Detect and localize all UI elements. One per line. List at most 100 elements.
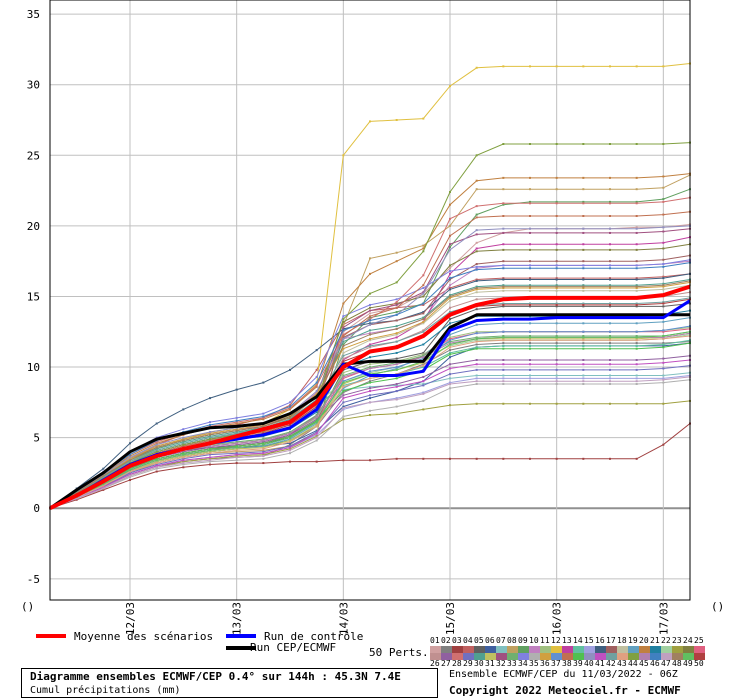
perturbation-point xyxy=(422,384,425,387)
perturbation-point xyxy=(75,498,78,501)
perturbation-point xyxy=(555,278,558,281)
perturbation-point xyxy=(529,200,531,203)
perturbation-point xyxy=(369,303,371,306)
perturbation-point xyxy=(555,374,558,377)
perturbation-point xyxy=(529,377,531,380)
perturbation-point xyxy=(449,243,451,246)
perturbation-point xyxy=(449,344,451,347)
perturbation-number: 44 xyxy=(628,659,638,668)
perturbation-point xyxy=(262,442,265,445)
perturbation-point xyxy=(475,402,478,405)
perturbation-point xyxy=(449,296,451,299)
perturbation-number: 40 xyxy=(584,659,594,668)
perturbation-point xyxy=(182,460,185,463)
perturbation-point xyxy=(449,246,451,249)
perturbation-point xyxy=(635,176,638,179)
perturbation-point xyxy=(182,466,185,469)
perturbation-point xyxy=(422,291,425,294)
perturbation-point xyxy=(209,445,211,448)
perturbation-point xyxy=(555,202,558,205)
perturbation-point xyxy=(609,457,611,460)
perturbation-point xyxy=(609,260,611,263)
perturbation-point xyxy=(235,442,238,445)
perturbation-point xyxy=(155,450,158,453)
perturbation-point xyxy=(315,385,318,388)
perturbation-point xyxy=(529,264,531,267)
perturbation-point xyxy=(529,143,531,145)
perturbation-point xyxy=(342,418,345,421)
perturbation-point xyxy=(529,322,531,325)
perturbation-point xyxy=(635,377,638,380)
perturbation-point xyxy=(475,291,478,294)
perturbation-point xyxy=(529,402,531,405)
perturbation-swatch xyxy=(595,653,606,660)
perturbation-point xyxy=(155,446,158,449)
perturbation-point xyxy=(635,226,638,229)
perturbation-point xyxy=(609,243,611,246)
perturbation-point xyxy=(582,322,585,325)
perturbation-point xyxy=(609,215,611,217)
perturbation-point xyxy=(609,302,611,305)
perturbation-point xyxy=(422,354,425,357)
perturbation-point xyxy=(609,303,611,306)
perturbation-point xyxy=(582,336,585,339)
perturbation-point xyxy=(422,343,425,346)
perturbation-point xyxy=(289,447,291,450)
perturbation-point xyxy=(129,476,131,479)
perturbation-point xyxy=(662,336,665,339)
perturbation-point xyxy=(342,337,345,340)
perturbation-point xyxy=(102,488,105,491)
perturbation-point xyxy=(395,332,398,335)
perturbation-point xyxy=(662,367,665,370)
perturbation-point xyxy=(289,438,291,441)
perturbation-swatch xyxy=(463,646,474,653)
perturbation-point xyxy=(609,335,611,337)
perturbation-point xyxy=(209,439,211,442)
perturbation-point xyxy=(289,439,291,442)
perturbation-point xyxy=(475,330,478,333)
perturbation-point xyxy=(235,428,238,431)
perturbation-number: 42 xyxy=(606,659,616,668)
perturbation-point xyxy=(235,453,238,456)
perturbation-swatch xyxy=(606,653,617,660)
perturbation-number: 49 xyxy=(683,659,693,668)
perturbation-number: 35 xyxy=(529,659,539,668)
perturbation-point xyxy=(529,302,531,305)
perturbation-line xyxy=(49,332,691,509)
perturbation-point xyxy=(182,443,185,446)
perturbation-point xyxy=(342,401,345,404)
perturbation-point xyxy=(475,347,478,350)
perturbation-point xyxy=(262,449,265,452)
perturbation-point xyxy=(529,368,531,371)
perturbation-point xyxy=(369,316,371,319)
perturbation-point xyxy=(395,390,398,393)
perturbation-point xyxy=(502,457,505,460)
perturbation-point xyxy=(262,445,265,448)
perturbation-point xyxy=(635,278,638,281)
perturbation-point xyxy=(342,302,345,305)
perturbation-number: 16 xyxy=(595,636,605,645)
perturbation-point xyxy=(609,337,611,340)
perturbation-number: 47 xyxy=(661,659,671,668)
perturbation-swatch xyxy=(628,653,639,660)
perturbation-point xyxy=(369,312,371,315)
perturbation-point xyxy=(582,289,585,292)
perturbation-point xyxy=(315,425,318,428)
perturbation-point xyxy=(182,455,185,457)
perturbation-point xyxy=(475,363,478,366)
perturbation-swatch xyxy=(650,646,661,653)
perturbation-point xyxy=(155,449,158,452)
perturbation-point xyxy=(582,248,585,251)
perturbation-number: 21 xyxy=(650,636,660,645)
perturbation-number: 38 xyxy=(562,659,572,668)
perturbation-point xyxy=(369,366,371,369)
perturbation-point xyxy=(315,419,318,422)
perturbation-point xyxy=(582,260,585,263)
perturbation-point xyxy=(235,419,238,422)
perturbation-point xyxy=(342,375,345,378)
perturbation-number: 46 xyxy=(650,659,660,668)
perturbation-point xyxy=(289,401,291,404)
perturbation-point xyxy=(529,248,531,251)
perturbation-point xyxy=(529,277,531,280)
perturbation-point xyxy=(662,226,665,229)
